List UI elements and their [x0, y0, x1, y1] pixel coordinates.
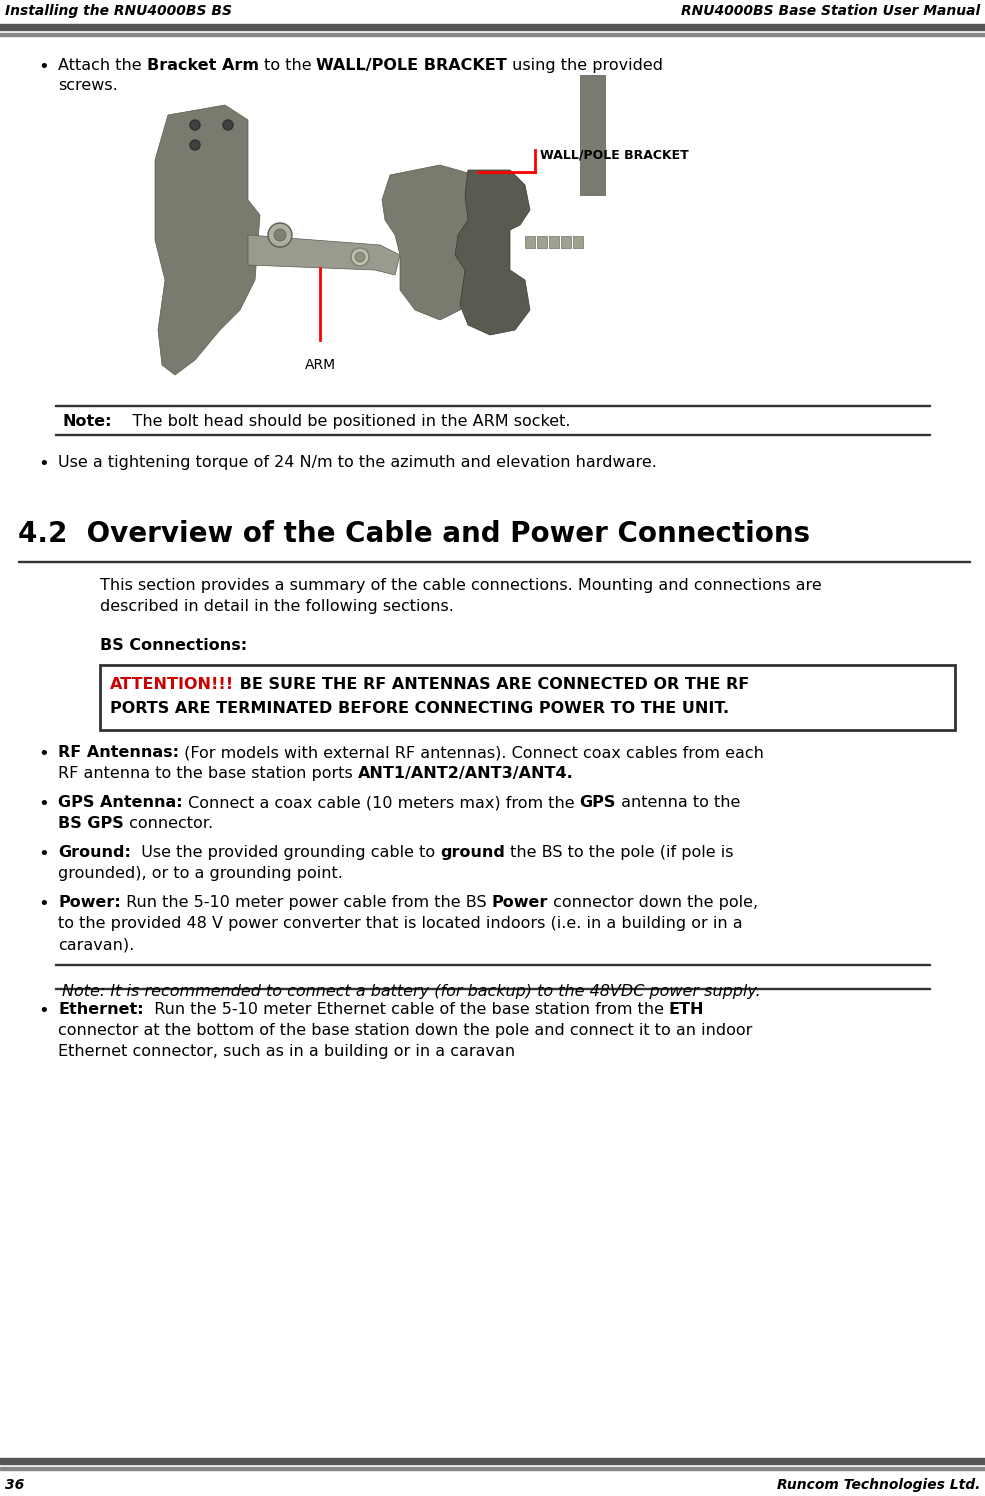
Bar: [0, 33, 985, 36]
Bar: [55, 987, 930, 989]
Text: Runcom Technologies Ltd.: Runcom Technologies Ltd.: [776, 1478, 980, 1492]
Text: Ethernet connector, such as in a building or in a caravan: Ethernet connector, such as in a buildin…: [58, 1044, 515, 1059]
Text: ARM: ARM: [304, 358, 336, 373]
Text: BS Connections:: BS Connections:: [100, 637, 247, 652]
Bar: [0, 1468, 985, 1471]
Text: screws.: screws.: [58, 78, 118, 93]
Text: BE SURE THE RF ANTENNAS ARE CONNECTED OR THE RF: BE SURE THE RF ANTENNAS ARE CONNECTED OR…: [234, 678, 750, 693]
Text: •: •: [38, 845, 48, 863]
Text: Connect a coax cable (10 meters max) from the: Connect a coax cable (10 meters max) fro…: [182, 794, 579, 809]
Text: GPS Antenna:: GPS Antenna:: [58, 794, 182, 809]
Text: caravan).: caravan).: [58, 936, 134, 951]
Circle shape: [351, 248, 369, 266]
Bar: [549, 236, 559, 248]
Text: 4.2  Overview of the Cable and Power Connections: 4.2 Overview of the Cable and Power Conn…: [18, 521, 810, 548]
Text: Attach the: Attach the: [58, 58, 147, 73]
Text: Note:: Note:: [62, 414, 111, 429]
Text: WALL/POLE BRACKET: WALL/POLE BRACKET: [316, 58, 507, 73]
Polygon shape: [248, 235, 400, 275]
Bar: [573, 236, 583, 248]
Text: Use the provided grounding cable to: Use the provided grounding cable to: [131, 845, 440, 860]
Bar: [0, 24, 985, 30]
Text: RNU4000BS Base Station User Manual: RNU4000BS Base Station User Manual: [681, 4, 980, 18]
Text: to the: to the: [259, 58, 316, 73]
Text: Power:: Power:: [58, 895, 121, 910]
Text: using the provided: using the provided: [507, 58, 663, 73]
Text: antenna to the: antenna to the: [616, 794, 740, 809]
Text: •: •: [38, 794, 48, 812]
Bar: [525, 236, 535, 248]
Text: RF antenna to the base station ports: RF antenna to the base station ports: [58, 766, 358, 781]
Text: Ground:: Ground:: [58, 845, 131, 860]
Circle shape: [355, 251, 365, 262]
Circle shape: [268, 223, 292, 247]
Text: Installing the RNU4000BS BS: Installing the RNU4000BS BS: [5, 4, 232, 18]
Bar: [537, 236, 547, 248]
Text: ATTENTION!!!: ATTENTION!!!: [110, 678, 234, 693]
Text: Note: It is recommended to connect a battery (for backup) to the 48VDC power sup: Note: It is recommended to connect a bat…: [62, 984, 760, 999]
Text: grounded), or to a grounding point.: grounded), or to a grounding point.: [58, 866, 343, 881]
Text: •: •: [38, 455, 48, 473]
Text: Bracket Arm: Bracket Arm: [147, 58, 259, 73]
Bar: [18, 561, 970, 562]
Text: The bolt head should be positioned in the ARM socket.: The bolt head should be positioned in th…: [111, 414, 570, 429]
Text: connector at the bottom of the base station down the pole and connect it to an i: connector at the bottom of the base stat…: [58, 1023, 753, 1038]
Bar: [55, 963, 930, 965]
Text: RF Antennas:: RF Antennas:: [58, 745, 179, 760]
Text: •: •: [38, 895, 48, 913]
Text: 36: 36: [5, 1478, 25, 1492]
Text: •: •: [38, 58, 48, 76]
Text: BS GPS: BS GPS: [58, 815, 124, 830]
Text: to the provided 48 V power converter that is located indoors (i.e. in a building: to the provided 48 V power converter tha…: [58, 916, 743, 931]
Text: connector.: connector.: [124, 815, 213, 830]
Text: Run the 5-10 meter Ethernet cable of the base station from the: Run the 5-10 meter Ethernet cable of the…: [144, 1002, 669, 1017]
Circle shape: [274, 229, 286, 241]
Text: •: •: [38, 745, 48, 763]
Text: Use a tightening torque of 24 N/m to the azimuth and elevation hardware.: Use a tightening torque of 24 N/m to the…: [58, 455, 657, 470]
Text: Ethernet:: Ethernet:: [58, 1002, 144, 1017]
Bar: [55, 404, 930, 405]
Bar: [561, 236, 571, 248]
Circle shape: [190, 141, 200, 150]
Text: described in detail in the following sections.: described in detail in the following sec…: [100, 598, 454, 613]
Text: •: •: [38, 1002, 48, 1020]
FancyBboxPatch shape: [100, 666, 955, 730]
Text: GPS: GPS: [579, 794, 616, 809]
Text: ground: ground: [440, 845, 505, 860]
Text: ANT1/ANT2/ANT3/ANT4.: ANT1/ANT2/ANT3/ANT4.: [358, 766, 573, 781]
Text: WALL/POLE BRACKET: WALL/POLE BRACKET: [540, 148, 689, 162]
Bar: [55, 434, 930, 435]
Polygon shape: [382, 165, 480, 320]
Polygon shape: [155, 105, 260, 375]
Text: Run the 5-10 meter power cable from the BS: Run the 5-10 meter power cable from the …: [121, 895, 492, 910]
Bar: [580, 75, 605, 194]
Circle shape: [190, 120, 200, 130]
Text: ETH: ETH: [669, 1002, 704, 1017]
Text: (For models with external RF antennas). Connect coax cables from each: (For models with external RF antennas). …: [179, 745, 764, 760]
Polygon shape: [455, 171, 530, 335]
Text: PORTS ARE TERMINATED BEFORE CONNECTING POWER TO THE UNIT.: PORTS ARE TERMINATED BEFORE CONNECTING P…: [110, 702, 729, 717]
Bar: [0, 1459, 985, 1465]
Text: connector down the pole,: connector down the pole,: [548, 895, 758, 910]
Text: the BS to the pole (if pole is: the BS to the pole (if pole is: [505, 845, 734, 860]
Text: Power: Power: [492, 895, 548, 910]
Circle shape: [223, 120, 233, 130]
Text: This section provides a summary of the cable connections. Mounting and connectio: This section provides a summary of the c…: [100, 577, 821, 592]
